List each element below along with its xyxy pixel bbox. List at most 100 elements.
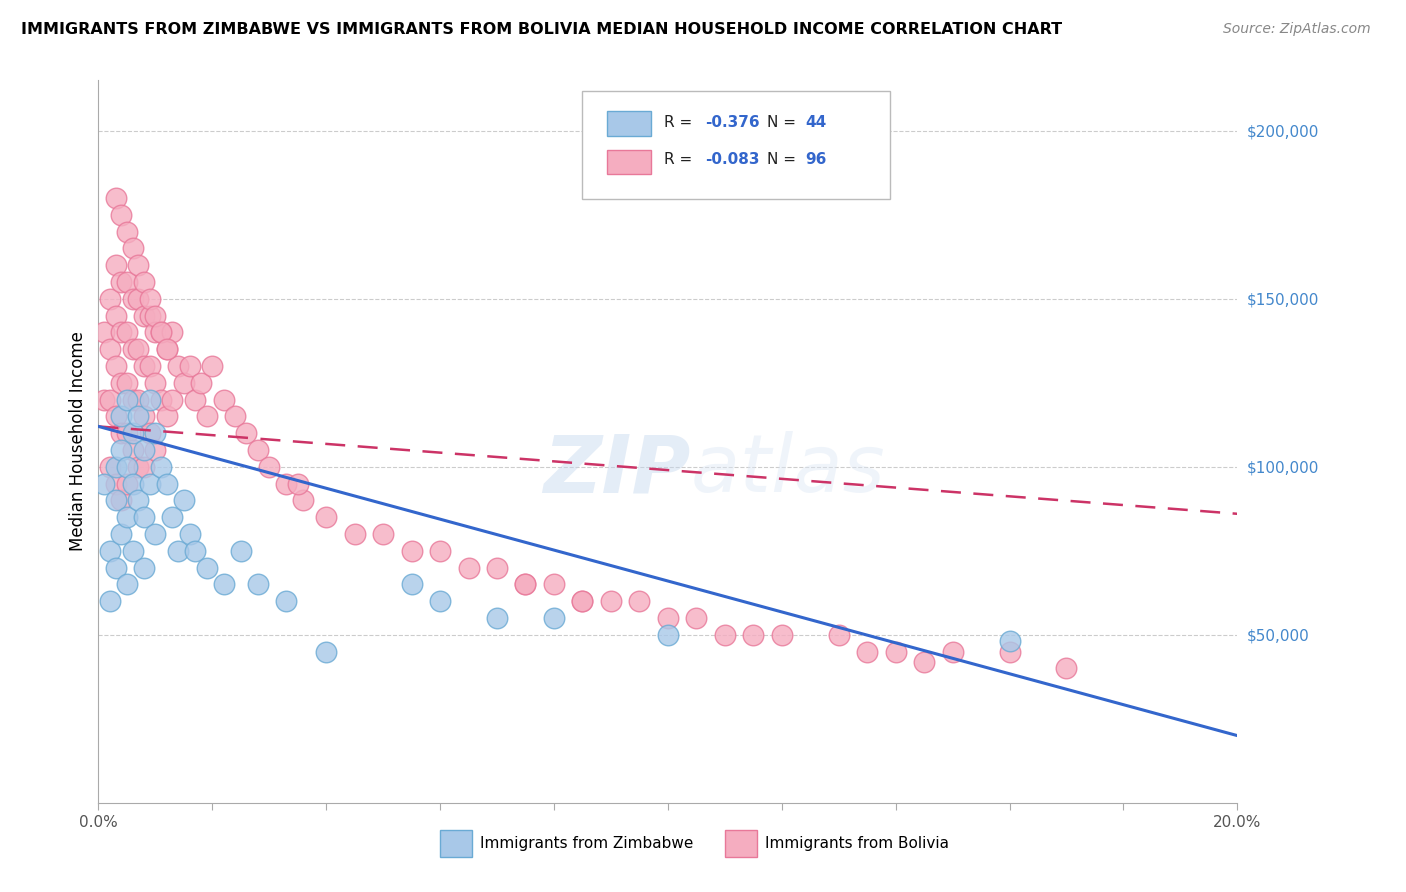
Point <box>115 459 138 474</box>
Point <box>104 409 127 424</box>
Point <box>229 543 252 558</box>
Point <box>93 476 115 491</box>
Point <box>571 594 593 608</box>
Point <box>121 476 143 491</box>
Y-axis label: Median Household Income: Median Household Income <box>69 332 87 551</box>
Point <box>828 628 851 642</box>
Point <box>121 292 143 306</box>
Point <box>132 359 155 373</box>
Point <box>121 342 143 356</box>
Point <box>162 392 184 407</box>
Point <box>600 594 623 608</box>
Text: Immigrants from Zimbabwe: Immigrants from Zimbabwe <box>479 836 693 851</box>
Point <box>121 241 143 255</box>
Point <box>486 611 509 625</box>
Point <box>110 326 132 340</box>
Point <box>515 577 537 591</box>
Text: R =: R = <box>665 153 697 168</box>
FancyBboxPatch shape <box>440 830 472 857</box>
Text: -0.083: -0.083 <box>706 153 759 168</box>
Point <box>515 577 537 591</box>
Point <box>190 376 212 390</box>
Point <box>110 442 132 457</box>
Point <box>162 326 184 340</box>
Point <box>110 409 132 424</box>
Point <box>179 359 201 373</box>
Point <box>543 611 565 625</box>
Point <box>121 442 143 457</box>
Point <box>315 644 337 658</box>
Point <box>110 493 132 508</box>
Point <box>115 577 138 591</box>
Point <box>127 459 149 474</box>
Point <box>195 409 218 424</box>
Point <box>127 409 149 424</box>
Point <box>127 342 149 356</box>
Point <box>115 476 138 491</box>
FancyBboxPatch shape <box>582 91 890 200</box>
Point <box>457 560 479 574</box>
Point <box>132 560 155 574</box>
Point <box>912 655 935 669</box>
Point <box>104 476 127 491</box>
Point <box>343 527 366 541</box>
Text: 96: 96 <box>806 153 827 168</box>
Point <box>138 309 160 323</box>
Text: R =: R = <box>665 115 697 129</box>
Point <box>104 560 127 574</box>
Point <box>115 426 138 441</box>
Point <box>401 543 423 558</box>
Point <box>104 191 127 205</box>
Point <box>156 342 179 356</box>
Point <box>657 628 679 642</box>
Text: Immigrants from Bolivia: Immigrants from Bolivia <box>765 836 949 851</box>
Point <box>195 560 218 574</box>
Point <box>184 392 207 407</box>
Point <box>110 208 132 222</box>
Point <box>212 577 235 591</box>
Point <box>138 292 160 306</box>
Point <box>856 644 879 658</box>
Point <box>132 309 155 323</box>
Point <box>138 392 160 407</box>
Point <box>156 476 179 491</box>
Point <box>167 359 190 373</box>
Point <box>235 426 257 441</box>
Point <box>884 644 907 658</box>
Point <box>145 426 167 441</box>
Point <box>98 292 121 306</box>
Point <box>145 442 167 457</box>
Point <box>127 258 149 272</box>
Point <box>156 342 179 356</box>
Point <box>201 359 224 373</box>
Point <box>138 359 160 373</box>
Point <box>110 376 132 390</box>
Point <box>998 644 1021 658</box>
Point <box>184 543 207 558</box>
Point <box>121 426 143 441</box>
Point <box>110 426 132 441</box>
Point <box>115 510 138 524</box>
Point <box>115 392 138 407</box>
FancyBboxPatch shape <box>607 112 651 136</box>
Point <box>942 644 965 658</box>
Point <box>104 459 127 474</box>
Point <box>93 392 115 407</box>
Point <box>104 493 127 508</box>
Point <box>138 426 160 441</box>
Point <box>373 527 395 541</box>
Point <box>150 326 173 340</box>
Text: ZIP: ZIP <box>543 432 690 509</box>
Point <box>145 376 167 390</box>
Text: N =: N = <box>766 153 801 168</box>
Text: Source: ZipAtlas.com: Source: ZipAtlas.com <box>1223 22 1371 37</box>
FancyBboxPatch shape <box>725 830 756 857</box>
Point <box>127 292 149 306</box>
Point <box>628 594 651 608</box>
Point <box>98 543 121 558</box>
Point <box>121 543 143 558</box>
Point <box>742 628 765 642</box>
Point <box>657 611 679 625</box>
Point <box>98 459 121 474</box>
Point <box>127 493 149 508</box>
